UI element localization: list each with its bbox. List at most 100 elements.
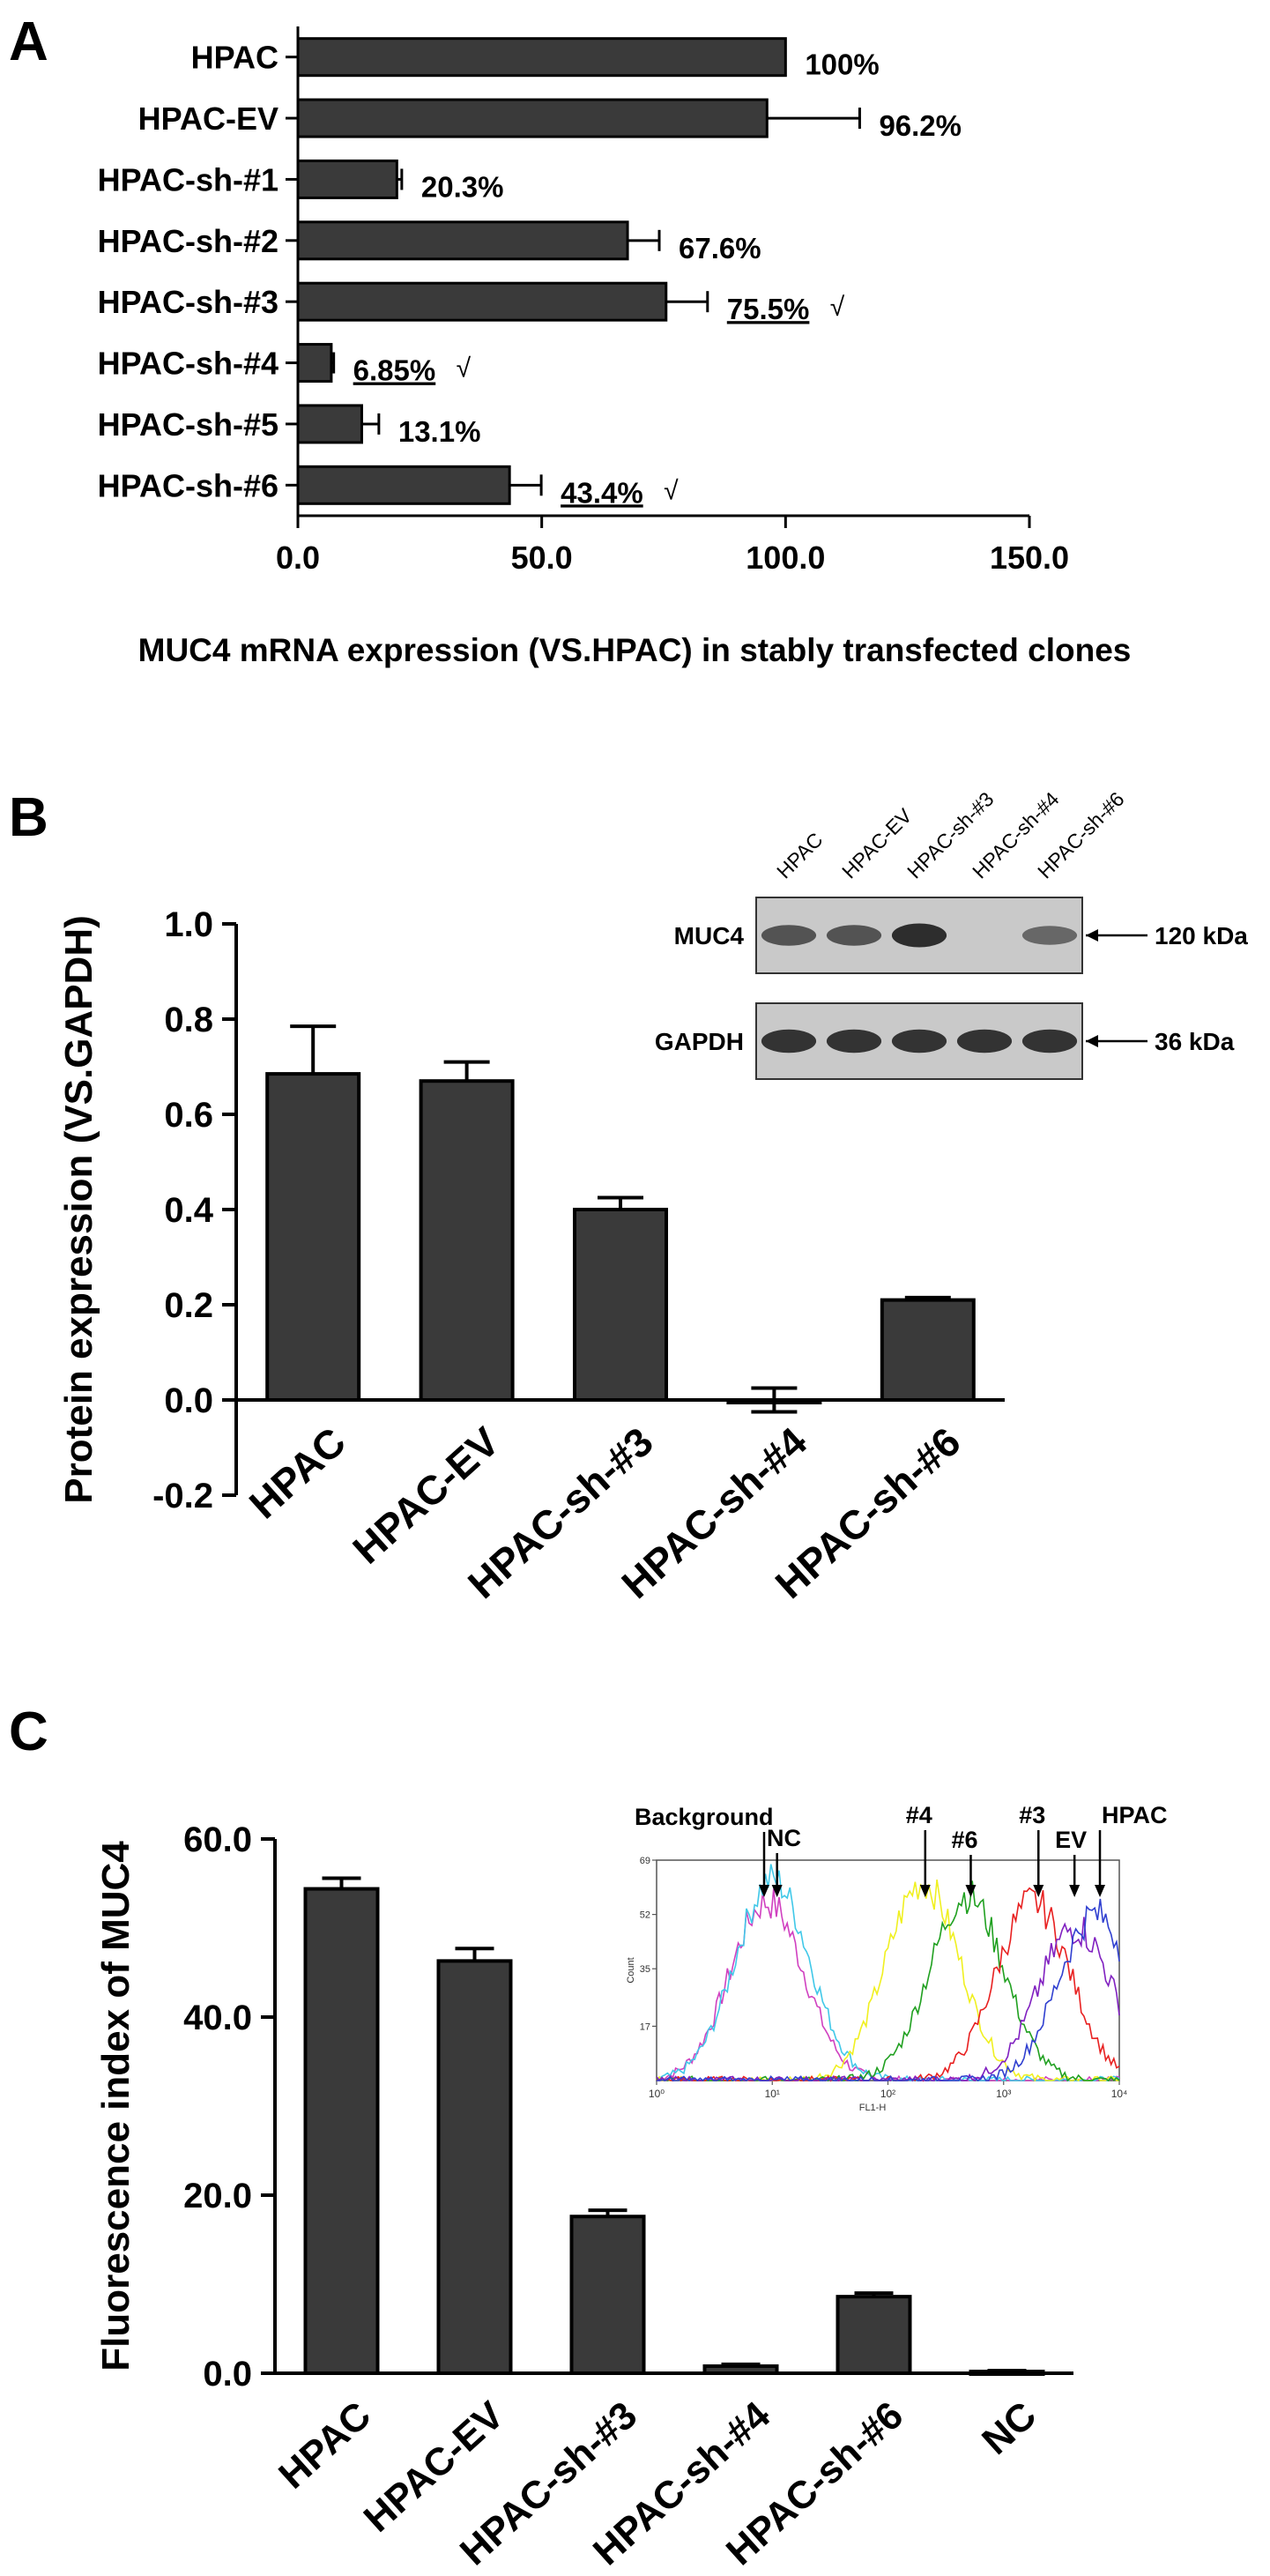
y-tick-label-b: 0.8 <box>164 1001 213 1039</box>
blot-lane-label-hpac: HPAC <box>772 828 827 882</box>
histogram-arrowhead-nc <box>771 1885 783 1897</box>
blot-band-muc4-hpac-ev <box>826 925 882 946</box>
histogram-arrowhead-hpac <box>1095 1885 1106 1897</box>
check-mark-hpac-sh-6: √ <box>664 476 679 505</box>
y-axis-label-b: Protein expression (VS.GAPDH) <box>57 915 100 1503</box>
bar-hpac-sh-3 <box>296 281 668 322</box>
histogram-y-tick-label: 17 <box>640 2021 650 2032</box>
category-label-nc: NC <box>974 2394 1044 2463</box>
histogram-y-tick-label: 52 <box>640 1910 650 1921</box>
category-label-hpac-sh-1: HPAC-sh-#1 <box>98 161 279 197</box>
histogram-annotation-6: #6 <box>951 1827 977 1853</box>
bar-hpac-ev <box>419 1079 515 1402</box>
histogram-x-tick-label: 10² <box>880 2088 895 2100</box>
histogram-arrowhead-background <box>758 1885 769 1897</box>
category-label-hpac-sh-3: HPAC-sh-#3 <box>98 284 279 320</box>
blot-band-gapdh-hpac <box>761 1029 817 1053</box>
category-label-hpac: HPAC <box>241 1418 354 1528</box>
bar-hpac <box>296 37 787 78</box>
y-tick-label-c: 20.0 <box>183 2177 252 2215</box>
blot-band-gapdh-hpac-sh-6 <box>1021 1029 1078 1053</box>
histogram-annotation-3: #3 <box>1019 1802 1045 1828</box>
histogram-annotation-ev: EV <box>1055 1827 1087 1853</box>
blot-row-label-muc4: MUC4 <box>674 922 745 949</box>
bar-hpac-ev <box>436 1959 513 2376</box>
category-label-hpac-sh-6: HPAC-sh-#6 <box>98 467 279 503</box>
y-tick-label-b: -0.2 <box>152 1477 213 1515</box>
histogram-curve-hpac <box>657 1898 1120 2082</box>
histogram-arrowhead-ev <box>1069 1885 1081 1897</box>
check-mark-hpac-sh-4: √ <box>457 354 472 383</box>
value-label-hpac-sh-3: 75.5% <box>727 293 810 325</box>
blot-band-gapdh-hpac-ev <box>826 1029 882 1053</box>
y-tick-label-b: 0.0 <box>164 1381 213 1420</box>
blot-band-gapdh-hpac-sh-3 <box>891 1029 947 1053</box>
bar-hpac <box>265 1072 361 1402</box>
blot-arrowhead-muc4 <box>1086 929 1098 942</box>
value-label-hpac-sh-2: 67.6% <box>679 232 761 264</box>
blot-marker-gapdh: 36 kDa <box>1155 1028 1235 1055</box>
chart-a: 0.0 50.0 100.0 150.0 MUC4 mRNA expression (V… <box>98 26 1132 668</box>
value-label-hpac-sh-1: 20.3% <box>421 170 504 203</box>
value-label-hpac: 100% <box>805 48 879 81</box>
bar-hpac-ev <box>296 98 769 138</box>
histogram-x-tick-label: 10¹ <box>765 2088 780 2100</box>
blot-band-muc4-hpac-sh-3 <box>891 923 947 948</box>
histogram-annotation-background: Background <box>635 1804 774 1830</box>
panel-letter-a: A <box>9 11 48 72</box>
bar-hpac-sh-6 <box>880 1298 976 1402</box>
panel-letter-c: C <box>9 1701 48 1762</box>
blot-row-label-gapdh: GAPDH <box>655 1028 744 1055</box>
bar-hpac-sh-6 <box>296 465 511 505</box>
blot-band-muc4-hpac <box>761 925 817 946</box>
category-label-hpac: HPAC <box>271 2394 379 2498</box>
x-tick-label-a: 150.0 <box>990 540 1069 576</box>
histogram-annotation-hpac: HPAC <box>1102 1802 1168 1828</box>
y-tick-label-c: 40.0 <box>183 1999 252 2037</box>
histogram-y-tick-label: 69 <box>640 1856 650 1866</box>
bar-hpac-sh-5 <box>296 404 363 444</box>
y-tick-label-b: 1.0 <box>164 905 213 944</box>
y-axis-label-c: Fluorescence index of MUC4 <box>94 1841 137 2371</box>
bar-hpac-sh-6 <box>836 2295 912 2375</box>
histogram-frame <box>656 1859 1120 2081</box>
bar-hpac-sh-3 <box>573 1208 668 1402</box>
histogram-x-tick-label: 10⁴ <box>1111 2088 1128 2100</box>
histogram-y-tick-label: 35 <box>640 1964 650 1975</box>
histogram-x-tick-label: 10³ <box>996 2088 1011 2100</box>
x-tick-label-a: 100.0 <box>746 540 825 576</box>
value-label-hpac-ev: 96.2% <box>879 109 962 142</box>
flow-histogram-inset: 17 35 52 69 10⁰ 10¹ 10² 10³ 10⁴ FL1-H Count Backgro… <box>626 1802 1168 2113</box>
y-tick-label-b: 0.2 <box>164 1286 213 1325</box>
bar-hpac-sh-1 <box>296 159 398 199</box>
category-label-hpac-sh-4: HPAC-sh-#4 <box>98 346 279 382</box>
blot-band-muc4-hpac-sh-6 <box>1021 926 1078 945</box>
blot-lane-label-hpac-ev: HPAC-EV <box>837 804 917 883</box>
bar-hpac-sh-4 <box>702 2364 779 2375</box>
category-label-hpac-ev: HPAC-EV <box>344 1418 508 1573</box>
blot-arrowhead-gapdh <box>1086 1035 1098 1047</box>
value-label-hpac-sh-4: 6.85% <box>353 354 436 387</box>
histogram-annotation-nc: NC <box>767 1825 801 1851</box>
bar-hpac-sh-2 <box>296 220 629 261</box>
blot-band-gapdh-hpac-sh-4 <box>956 1029 1013 1053</box>
x-axis-label-a: MUC4 mRNA expression (VS.HPAC) in stably… <box>138 632 1132 668</box>
bar-hpac-sh-4 <box>296 343 333 383</box>
value-label-hpac-sh-5: 13.1% <box>398 415 481 448</box>
histogram-curve-ev <box>656 1917 1120 2082</box>
western-blot-inset: HPAC HPAC-EVHPAC-sh-#3HPAC-sh-#4HPAC-sh-#… <box>655 787 1248 1080</box>
histogram-arrowhead-3 <box>1033 1885 1044 1897</box>
histogram-y-label: Count <box>626 1957 636 1983</box>
y-tick-label-b: 0.6 <box>164 1096 213 1135</box>
histogram-arrowhead-4 <box>919 1885 931 1897</box>
category-label-hpac-sh-2: HPAC-sh-#2 <box>98 223 279 259</box>
bar-hpac-sh-3 <box>569 2215 646 2375</box>
check-mark-hpac-sh-3: √ <box>830 293 845 322</box>
category-label-hpac: HPAC <box>191 40 279 76</box>
blot-marker-muc4: 120 kDa <box>1155 922 1248 949</box>
histogram-x-tick-label: 10⁰ <box>649 2088 665 2100</box>
histogram-arrowhead-6 <box>965 1885 977 1897</box>
category-label-hpac-ev: HPAC-EV <box>138 101 279 137</box>
histogram-x-label: FL1-H <box>859 2103 887 2113</box>
